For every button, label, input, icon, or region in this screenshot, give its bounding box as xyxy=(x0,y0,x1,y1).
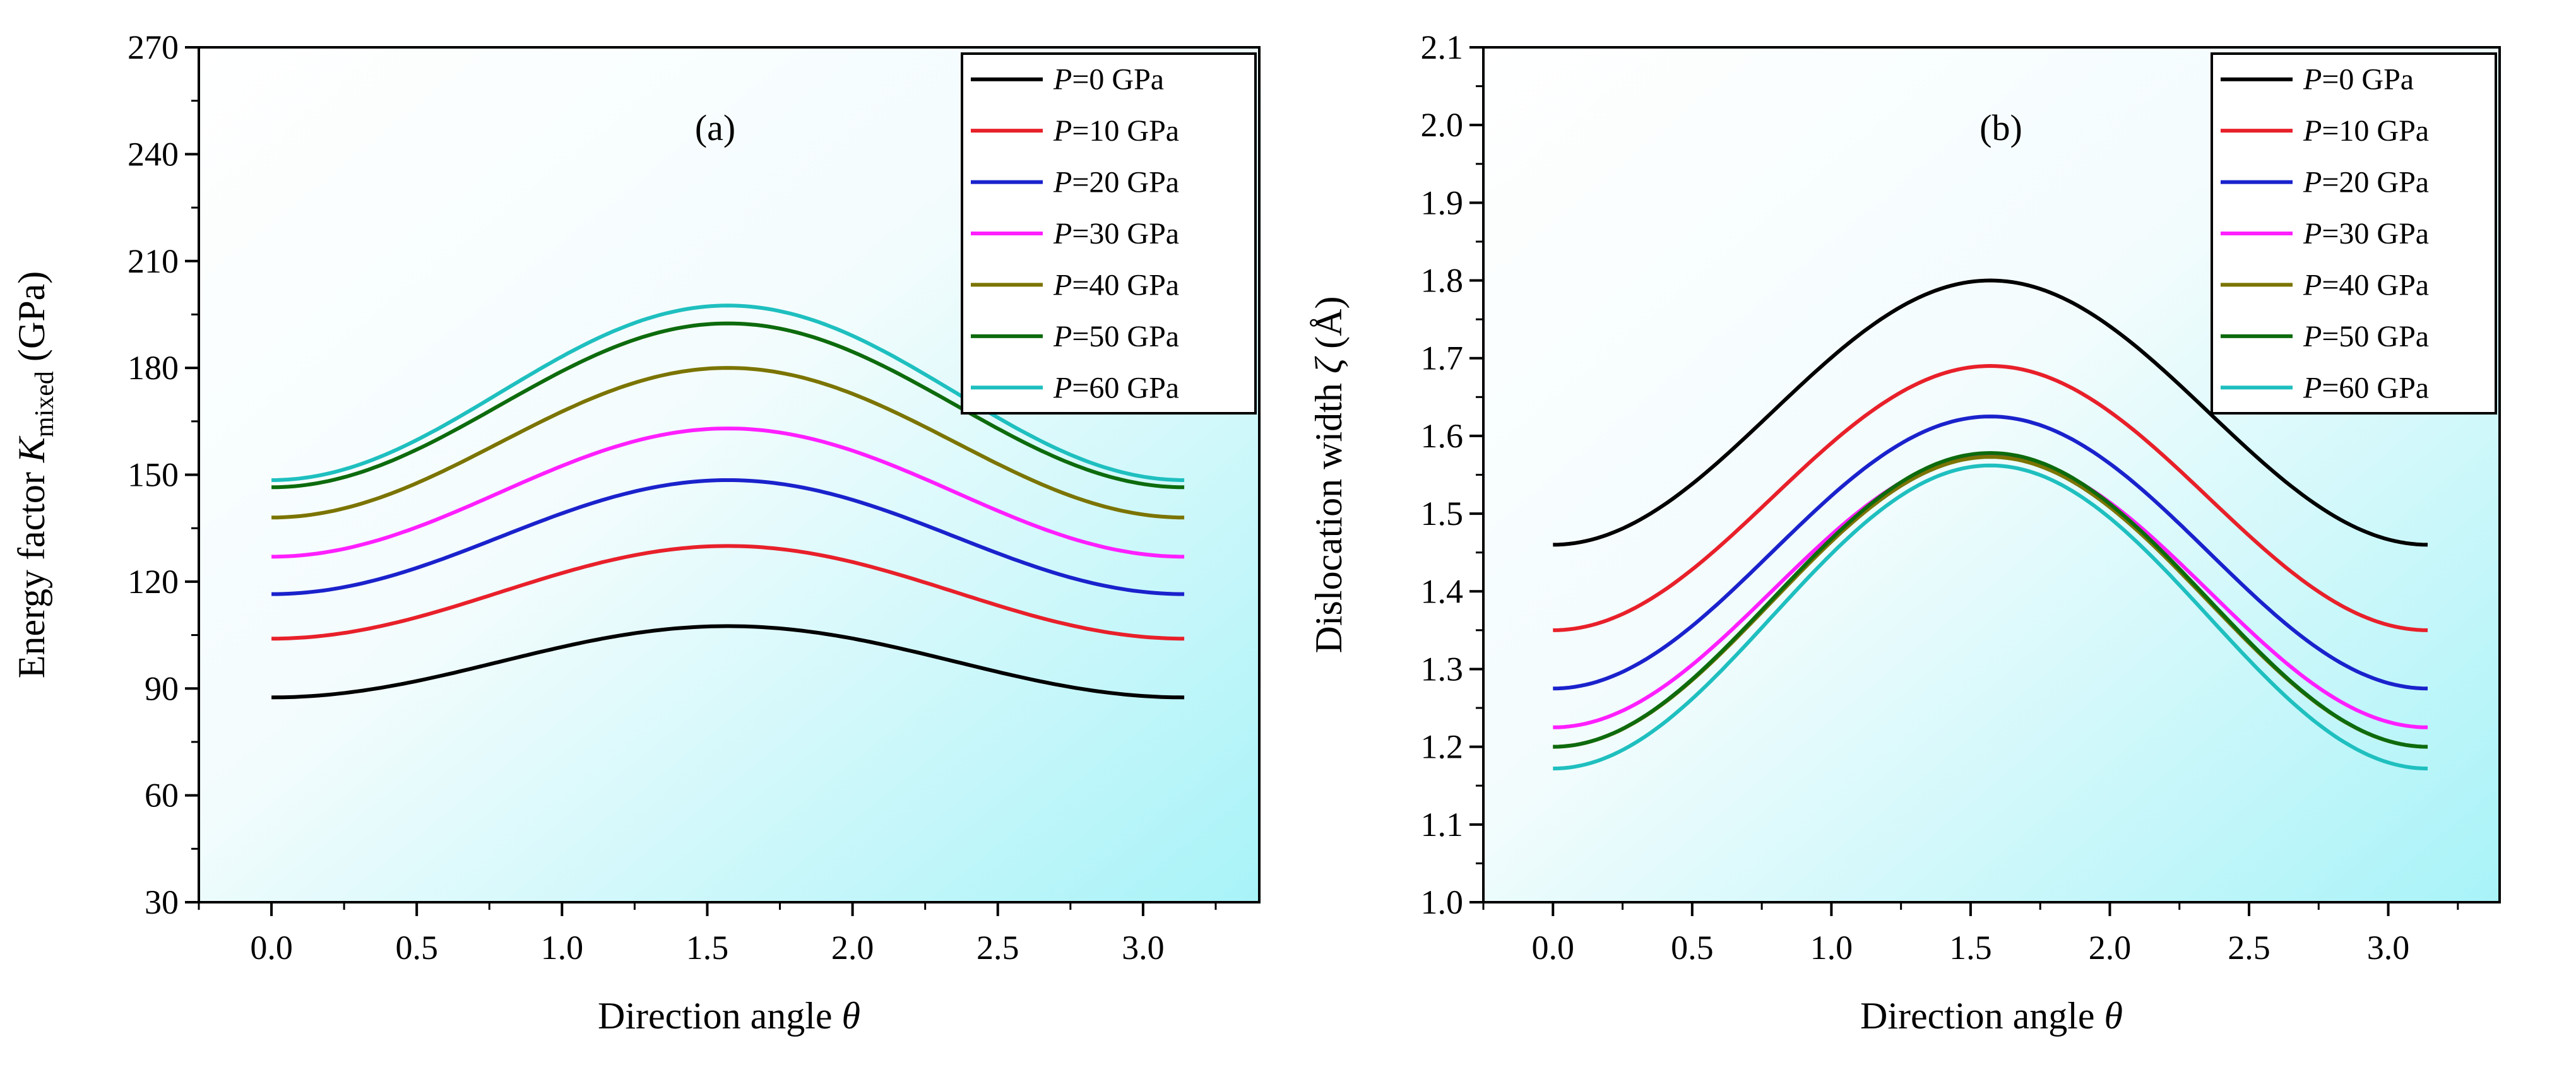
x-tick-label: 3.0 xyxy=(1122,929,1165,967)
legend-label: P=10 GPa xyxy=(1053,114,1179,148)
x-tick-label: 1.5 xyxy=(686,929,729,967)
y-axis-title: Energy factor Kmixed (GPa) xyxy=(11,271,59,678)
y-tick-label: 1.3 xyxy=(1421,650,1464,688)
x-tick-label: 2.0 xyxy=(2089,929,2132,967)
y-tick-label: 1.9 xyxy=(1421,184,1464,221)
x-tick-label: 0.0 xyxy=(1532,929,1575,967)
y-tick-label: 1.6 xyxy=(1421,417,1464,455)
panel-label: (a) xyxy=(695,107,735,148)
y-tick-label: 1.0 xyxy=(1421,883,1464,921)
y-tick-label: 180 xyxy=(128,349,179,387)
legend-label: P=60 GPa xyxy=(1053,371,1179,404)
y-tick-label: 60 xyxy=(145,777,179,815)
legend-label: P=30 GPa xyxy=(2303,217,2429,250)
x-tick-label: 2.0 xyxy=(831,929,874,967)
y-tick-label: 150 xyxy=(128,456,179,494)
legend-label: P=10 GPa xyxy=(2303,114,2429,148)
y-tick-label: 1.2 xyxy=(1421,728,1464,766)
y-tick-label: 270 xyxy=(128,28,179,66)
x-tick-label: 2.5 xyxy=(976,929,1019,967)
x-tick-label: 0.5 xyxy=(1671,929,1714,967)
y-tick-label: 1.1 xyxy=(1421,806,1464,844)
x-tick-label: 1.0 xyxy=(541,929,584,967)
y-tick-label: 1.7 xyxy=(1421,339,1464,377)
y-tick-label: 90 xyxy=(145,669,179,707)
x-tick-label: 0.0 xyxy=(250,929,293,967)
y-tick-label: 1.8 xyxy=(1421,262,1464,300)
y-axis-title: Dislocation width ζ (Å) xyxy=(1308,297,1350,654)
x-tick-label: 1.0 xyxy=(1810,929,1853,967)
y-tick-label: 210 xyxy=(128,242,179,280)
series-line-0 xyxy=(1553,278,2428,547)
legend-label: P=50 GPa xyxy=(2303,320,2429,353)
x-tick-label: 0.5 xyxy=(395,929,438,967)
x-tick-label: 1.5 xyxy=(1949,929,1992,967)
legend-label: P=0 GPa xyxy=(1053,63,1164,97)
legend-label: P=40 GPa xyxy=(1053,268,1179,302)
legend-label: P=40 GPa xyxy=(2303,268,2429,302)
x-tick-label: 2.5 xyxy=(2228,929,2270,967)
series-line-2 xyxy=(1553,415,2428,691)
x-axis-title: Direction angle θ xyxy=(598,995,860,1037)
series-line-5 xyxy=(271,321,1185,490)
legend-label: P=60 GPa xyxy=(2303,371,2429,404)
y-tick-label: 2.1 xyxy=(1421,28,1464,66)
legend-label: P=0 GPa xyxy=(2303,63,2414,97)
panel-b: 0.0 0.5 1.0 1.5 2.0 2.5 3.0 1.0 1.1 1.2 1.3 1.4 1.5 1… xyxy=(1308,28,2501,1037)
series-line-1 xyxy=(271,544,1185,641)
y-tick-label: 1.4 xyxy=(1421,572,1464,610)
series-line-1 xyxy=(1553,363,2428,632)
series-line-2 xyxy=(271,478,1185,596)
series-line-0 xyxy=(271,624,1185,700)
y-tick-label: 240 xyxy=(128,135,179,173)
series-line-6 xyxy=(271,303,1185,482)
series-line-4 xyxy=(271,366,1185,520)
series-line-6 xyxy=(1553,463,2428,771)
legend-label: P=20 GPa xyxy=(1053,166,1179,199)
legend-label: P=30 GPa xyxy=(1053,217,1179,250)
panel-label: (b) xyxy=(1979,107,2022,148)
legend-label: P=20 GPa xyxy=(2303,166,2429,199)
y-tick-label: 1.5 xyxy=(1421,495,1464,532)
y-tick-label: 120 xyxy=(128,563,179,601)
x-axis-title: Direction angle θ xyxy=(1860,995,2123,1037)
y-tick-label: 2.0 xyxy=(1421,106,1464,144)
x-tick-label: 3.0 xyxy=(2367,929,2410,967)
series-line-3 xyxy=(271,427,1185,559)
legend-label: P=50 GPa xyxy=(1053,320,1179,353)
panel-a: 0.0 0.5 1.0 1.5 2.0 2.5 3.0 30 60 90 120 150 180 210 2… xyxy=(11,28,1261,1037)
y-tick-label: 30 xyxy=(145,883,179,921)
series-line-5 xyxy=(1553,450,2428,749)
